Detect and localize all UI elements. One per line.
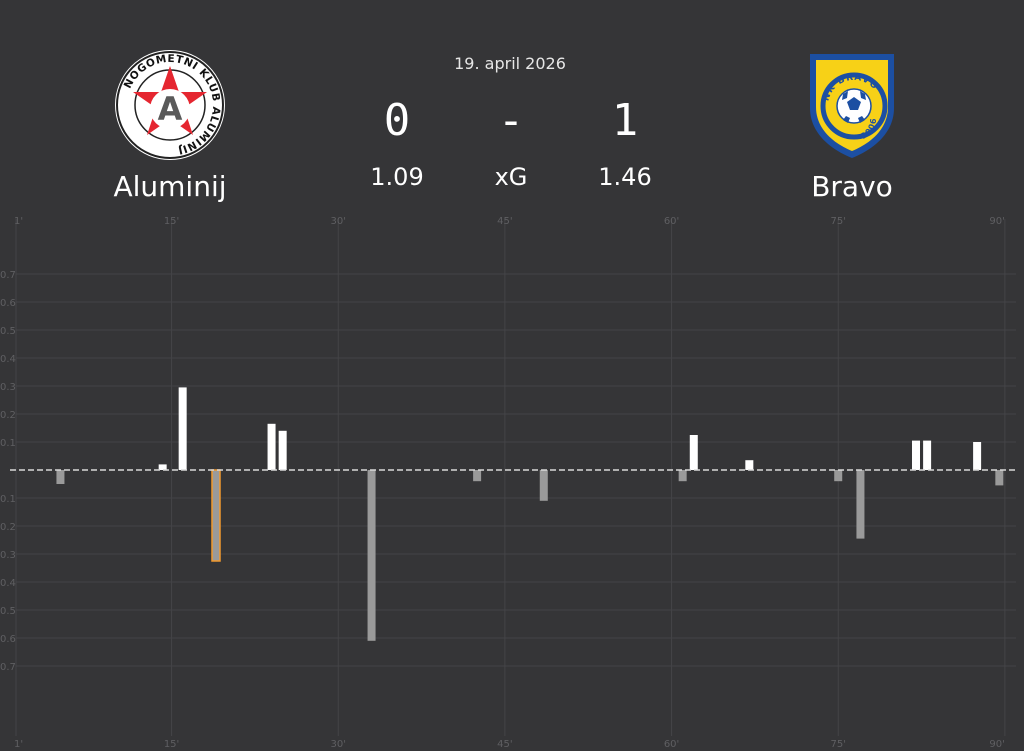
away-shot-bar (678, 470, 687, 482)
bravo-logo: NK BRAVO 2006 (810, 54, 894, 158)
home-xg-value: 1.09 (370, 163, 424, 191)
home-score: 0 (383, 95, 411, 146)
y-tick-label: 0.6 (0, 634, 16, 645)
match-header: NOGOMETNI KLUB ALUMINIJ A Aluminij 19. a… (0, 0, 1024, 215)
y-tick-label: 0.5 (0, 606, 16, 617)
x-tick-label-bottom: 30' (330, 739, 345, 750)
match-date: 19. april 2026 (454, 54, 566, 73)
y-tick-label: 0.6 (0, 298, 16, 309)
y-tick-label: 0.3 (0, 550, 16, 561)
home-shot-bar (923, 440, 932, 470)
x-tick-label-top: 30' (330, 216, 345, 227)
home-shot-bar (278, 430, 287, 470)
x-tick-label-top: 15' (164, 216, 179, 227)
away-shot-bar (367, 470, 376, 641)
x-tick-label-top: 1' (14, 216, 23, 227)
home-shot-bar (267, 423, 276, 470)
x-tick-label-bottom: 15' (164, 739, 179, 750)
xg-label: xG (494, 163, 528, 191)
away-shot-bar (539, 470, 548, 501)
y-tick-label: 0.3 (0, 382, 16, 393)
y-tick-label: 0.7 (0, 662, 16, 673)
y-tick-label: 0.2 (0, 522, 16, 533)
y-tick-label: 0.4 (0, 578, 16, 589)
away-shot-bar (856, 470, 865, 539)
away-xg-value: 1.46 (598, 163, 652, 191)
away-score: 1 (611, 95, 639, 146)
aluminij-logo: NOGOMETNI KLUB ALUMINIJ A (115, 50, 225, 160)
x-tick-label-bottom: 60' (664, 739, 679, 750)
y-tick-label: 0.5 (0, 326, 16, 337)
away-team-name: Bravo (811, 170, 893, 203)
x-tick-label-top: 75' (830, 216, 845, 227)
home-shot-bar (745, 460, 754, 470)
x-tick-label-bottom: 75' (830, 739, 845, 750)
score-separator: - (497, 95, 525, 146)
home-shot-bar (178, 387, 187, 470)
x-tick-label-top: 60' (664, 216, 679, 227)
away-shot-bar (834, 470, 843, 482)
x-tick-label-top: 90' (989, 216, 1004, 227)
x-tick-label-bottom: 45' (497, 739, 512, 750)
x-tick-label-bottom: 90' (989, 739, 1004, 750)
y-tick-label: 0.4 (0, 354, 16, 365)
home-shot-bar (158, 464, 167, 470)
y-tick-label: 0.2 (0, 410, 16, 421)
away-shot-bar (995, 470, 1004, 486)
home-shot-bar (689, 435, 698, 470)
home-shot-bar (973, 442, 982, 470)
x-tick-label-bottom: 1' (14, 739, 23, 750)
y-tick-label: 0.1 (0, 438, 16, 449)
xg-timeline-chart: 0.7 0.6 0.5 0.4 0.3 0.2 0.1 0.1 0.2 0.3 0.4 0.5 0.6 0… (0, 216, 1016, 750)
y-tick-label: 0.1 (0, 494, 16, 505)
svg-text:A: A (158, 90, 183, 128)
away-shot-bar (56, 470, 65, 484)
y-tick-label: 0.7 (0, 270, 16, 281)
away-shot-bar (473, 470, 482, 482)
x-tick-label-top: 45' (497, 216, 512, 227)
home-team-name: Aluminij (113, 170, 227, 203)
home-shot-bar (912, 440, 920, 470)
away-goal-bar (211, 469, 221, 562)
